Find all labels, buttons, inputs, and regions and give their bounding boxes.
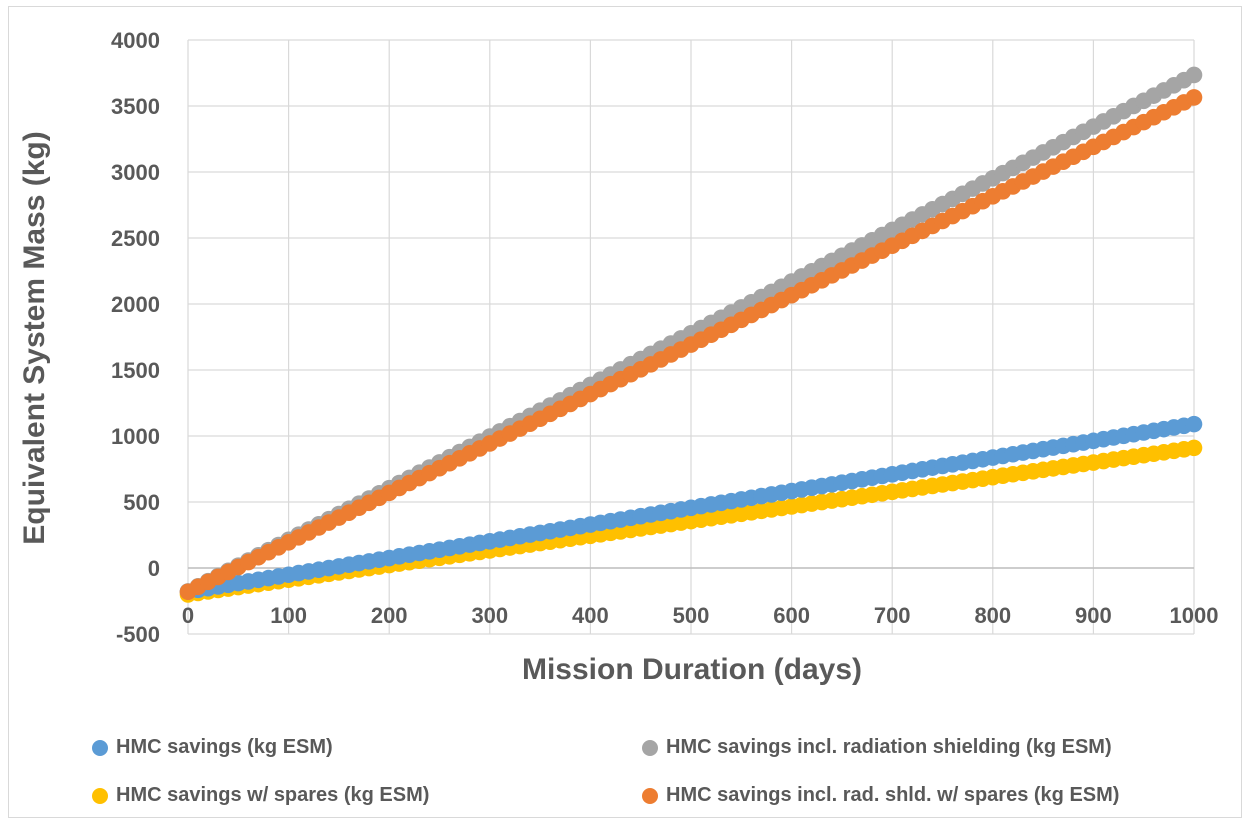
chart-frame [8, 6, 1242, 818]
y-tick-label: 2500 [111, 226, 160, 251]
y-tick-label: 3500 [111, 94, 160, 119]
legend-label: HMC savings incl. rad. shld. w/ spares (… [666, 784, 1120, 806]
legend-label: HMC savings incl. radiation shielding (k… [666, 736, 1112, 758]
x-tick-label: 500 [673, 603, 710, 628]
legend-item-hmc-radiation: HMC savings incl. radiation shielding (k… [642, 736, 1112, 759]
y-tick-label: 2000 [111, 292, 160, 317]
x-tick-label: 1000 [1170, 603, 1219, 628]
data-point [1185, 439, 1203, 457]
tick-labels: -500 0 500 1000 1500 2000 2500 3000 3500 4000 0 100… [111, 28, 1218, 647]
x-tick-label: 700 [874, 603, 911, 628]
legend-item-hmc-savings: HMC savings (kg ESM) [92, 736, 333, 759]
x-tick-label: 300 [471, 603, 508, 628]
y-tick-label: 1000 [111, 424, 160, 449]
series-3 [179, 89, 1203, 601]
data-point [1185, 89, 1203, 106]
legend-item-hmc-rad-spares: HMC savings incl. rad. shld. w/ spares (… [642, 784, 1119, 807]
series-layer [179, 66, 1203, 603]
y-tick-label: -500 [116, 622, 160, 647]
y-tick-label: 0 [148, 556, 160, 581]
gridlines [187, 39, 1195, 635]
y-tick-label: 500 [123, 490, 160, 515]
y-tick-label: 1500 [111, 358, 160, 383]
y-tick-label: 4000 [111, 28, 160, 53]
legend-swatch [92, 787, 108, 804]
series-2 [179, 439, 1203, 603]
x-tick-label: 800 [974, 603, 1011, 628]
x-tick-label: 900 [1075, 603, 1112, 628]
data-point [1185, 415, 1203, 433]
legend-swatch [642, 739, 658, 756]
y-axis-title: Equivalent System Mass (kg) [18, 131, 51, 544]
legend-swatch [642, 787, 658, 804]
data-point [1185, 66, 1203, 84]
legend-item-hmc-spares: HMC savings w/ spares (kg ESM) [92, 784, 429, 807]
x-tick-label: 100 [270, 603, 307, 628]
x-tick-label: 200 [371, 603, 408, 628]
y-tick-label: 3000 [111, 160, 160, 185]
x-tick-label: 0 [182, 603, 194, 628]
x-axis-title: Mission Duration (days) [522, 653, 862, 686]
legend-swatch [92, 739, 108, 756]
legend-label: HMC savings w/ spares (kg ESM) [116, 784, 430, 806]
x-tick-label: 600 [773, 603, 810, 628]
legend-label: HMC savings (kg ESM) [116, 736, 333, 758]
x-tick-label: 400 [572, 603, 609, 628]
